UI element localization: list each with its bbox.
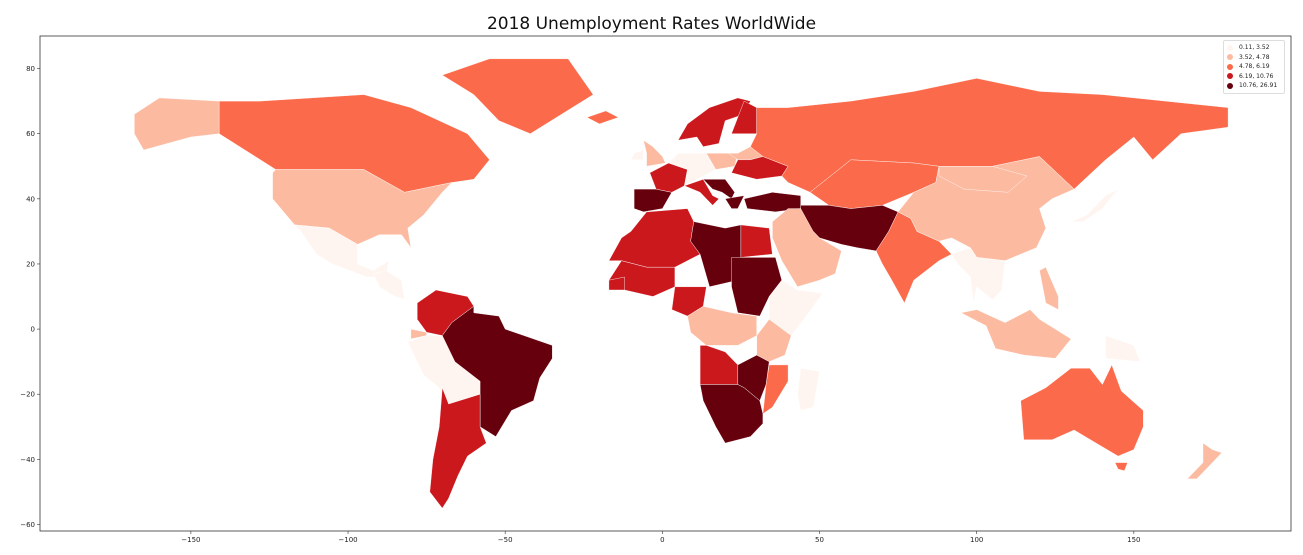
region-australia	[1020, 364, 1144, 457]
region-new-zealand	[1186, 442, 1223, 480]
legend-label: 4.78, 6.19	[1239, 63, 1270, 71]
region-angola	[699, 345, 738, 385]
legend-swatch	[1227, 54, 1233, 61]
chart-title: 2018 Unemployment Rates WorldWide	[486, 14, 817, 34]
y-tick-label: 40	[26, 195, 35, 203]
legend-label: 6.19, 10.76	[1239, 72, 1274, 80]
region-central-america	[372, 270, 418, 304]
legend: 0.11, 3.52 3.52, 4.78 4.78, 6.19 6.19, 1…	[1223, 40, 1285, 94]
region-russia	[750, 78, 1229, 193]
region-southeast-asia	[951, 247, 1006, 304]
y-tick-label: −40	[20, 456, 35, 464]
y-tick-label: −60	[20, 521, 35, 529]
x-tick-label: 0	[660, 536, 664, 544]
plot-frame	[39, 35, 1292, 532]
region-argentina-chile	[429, 387, 487, 509]
x-tick-label: 150	[1127, 536, 1140, 544]
legend-swatch	[1227, 63, 1233, 70]
legend-label: 10.76, 26.91	[1239, 82, 1278, 90]
x-tick-label: −150	[181, 536, 200, 544]
region-japan	[1070, 188, 1119, 222]
region-brazil	[442, 305, 553, 437]
region-finland	[731, 100, 757, 134]
region-madagascar	[797, 367, 820, 411]
region-united-kingdom	[643, 139, 666, 167]
region-central-europe	[668, 152, 717, 187]
region-ireland	[630, 149, 644, 161]
region-alaska	[134, 97, 220, 151]
region-egypt	[740, 224, 773, 258]
region-iceland	[586, 110, 619, 125]
y-tick-label: 20	[26, 260, 35, 268]
legend-label: 3.52, 4.78	[1239, 53, 1270, 61]
region-philippines	[1039, 266, 1059, 310]
region-mexico	[294, 224, 390, 278]
region-greece	[724, 195, 745, 209]
region-southern-africa	[699, 384, 764, 444]
y-tick-label: 0	[31, 326, 35, 334]
legend-label: 0.11, 3.52	[1239, 44, 1270, 52]
x-tick-label: −50	[498, 536, 513, 544]
country-layer	[134, 58, 1229, 509]
y-tick-label: 60	[26, 130, 35, 138]
region-sudan	[731, 257, 783, 317]
region-mongolia	[938, 166, 1028, 193]
legend-item: 0.11, 3.52	[1227, 43, 1281, 53]
x-tick-label: −100	[338, 536, 357, 544]
x-tick-label: 100	[970, 536, 983, 544]
x-axis: −150 −100 −50 0 50 100 150	[181, 531, 1141, 544]
region-morocco-algeria	[608, 208, 701, 268]
legend-item: 10.76, 26.91	[1227, 81, 1281, 91]
region-tasmania	[1114, 462, 1128, 472]
region-senegal	[608, 276, 625, 291]
legend-swatch	[1227, 73, 1233, 80]
region-papua-new-guinea	[1105, 335, 1141, 362]
legend-item: 3.52, 4.78	[1227, 53, 1281, 63]
legend-item: 4.78, 6.19	[1227, 62, 1281, 72]
region-malaysia-indonesia	[960, 309, 1072, 359]
y-axis: 80 60 40 20 0 −20 −40 −60	[20, 65, 40, 529]
region-iberia	[633, 188, 673, 213]
region-greenland	[441, 58, 594, 134]
y-tick-label: −20	[20, 391, 35, 399]
region-mozambique	[762, 364, 789, 415]
legend-swatch	[1227, 82, 1233, 89]
legend-swatch	[1227, 44, 1233, 51]
y-tick-label: 80	[26, 65, 35, 73]
region-middle-east	[772, 208, 842, 288]
legend-item: 6.19, 10.76	[1227, 72, 1281, 82]
x-tick-label: 50	[815, 536, 824, 544]
